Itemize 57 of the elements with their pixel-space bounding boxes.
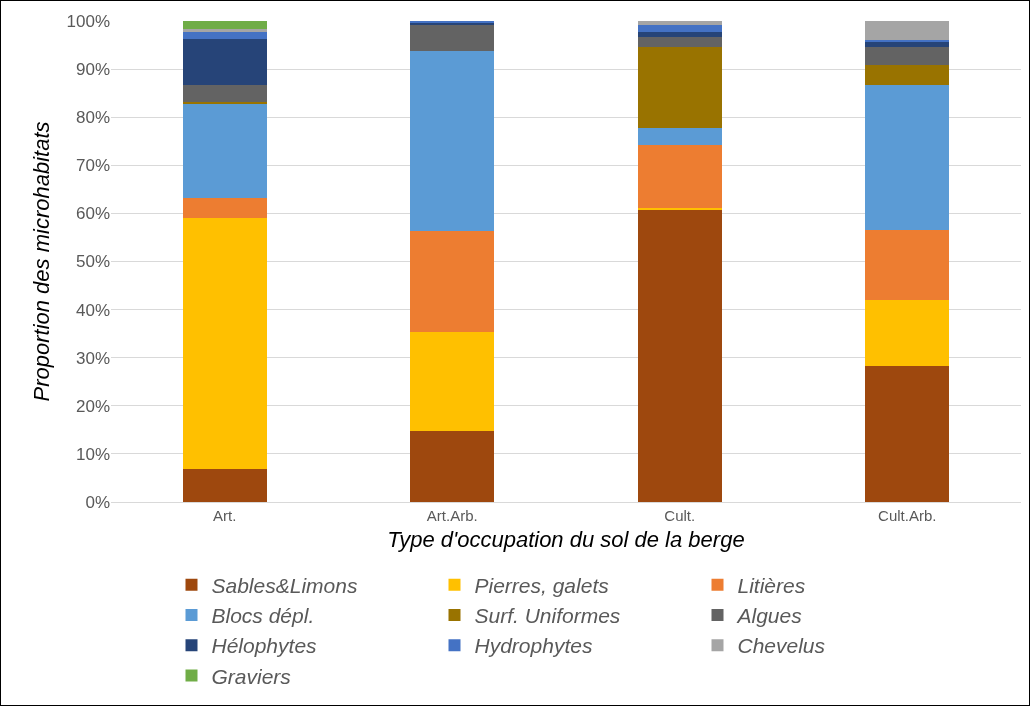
bar (182, 85, 267, 102)
bar (410, 51, 495, 232)
legend-label: Litières (737, 573, 806, 597)
bar (865, 85, 950, 230)
bar (410, 331, 495, 432)
bar (182, 31, 267, 40)
legend-label: Sables&Limons (211, 573, 358, 597)
bar (637, 37, 722, 47)
y-tick-label: 10% (75, 444, 110, 464)
legend-label: Hélophytes (211, 634, 318, 658)
bar (865, 41, 950, 47)
legend-label: Surf. Uniformes (474, 604, 621, 628)
legend-label: Hydrophytes (474, 634, 593, 658)
bar (182, 104, 267, 198)
legend-label: Pierres, galets (474, 573, 610, 597)
legend-label: Graviers (211, 664, 292, 688)
y-tick-label: 80% (75, 108, 110, 128)
bar (865, 300, 950, 366)
y-tick-label: 0% (85, 492, 110, 512)
bar (637, 144, 722, 208)
bar (865, 64, 950, 86)
y-tick-label: 50% (75, 252, 110, 272)
y-tick-label: 90% (75, 60, 110, 80)
bar (182, 28, 267, 32)
y-tick-label: 60% (75, 204, 110, 224)
legend-label: Algues (735, 604, 803, 628)
bar (637, 209, 722, 502)
y-axis-title: Proportion des microhabitats (29, 121, 55, 402)
bar (182, 468, 267, 502)
legend-label: Chevelus (737, 634, 826, 658)
bar (637, 46, 722, 129)
y-tick-label: 20% (75, 396, 110, 416)
bar (865, 46, 950, 65)
bar (182, 21, 267, 29)
bar (637, 21, 722, 25)
x-tick-label: Cult.Arb. (878, 507, 937, 524)
bar (637, 24, 722, 33)
y-tick-label: 30% (75, 348, 110, 368)
y-tick-label: 70% (75, 156, 110, 176)
bar (410, 231, 495, 332)
y-tick-label: 40% (75, 300, 110, 320)
x-axis-title: Type d'occupation du sol de la berge (387, 526, 745, 552)
bar (182, 218, 267, 469)
legend-label: Blocs dépl. (211, 604, 315, 628)
bar (182, 39, 267, 86)
bar (865, 21, 950, 41)
y-tick-label: 100% (66, 11, 110, 31)
bar (637, 128, 722, 145)
bar (865, 229, 950, 301)
bar (410, 25, 495, 52)
x-tick-label: Art. (213, 507, 237, 524)
bar (410, 431, 495, 502)
bar (637, 32, 722, 38)
bar (865, 365, 950, 502)
bar (182, 197, 267, 219)
x-tick-label: Art.Arb. (426, 507, 478, 524)
x-tick-label: Cult. (664, 507, 696, 524)
